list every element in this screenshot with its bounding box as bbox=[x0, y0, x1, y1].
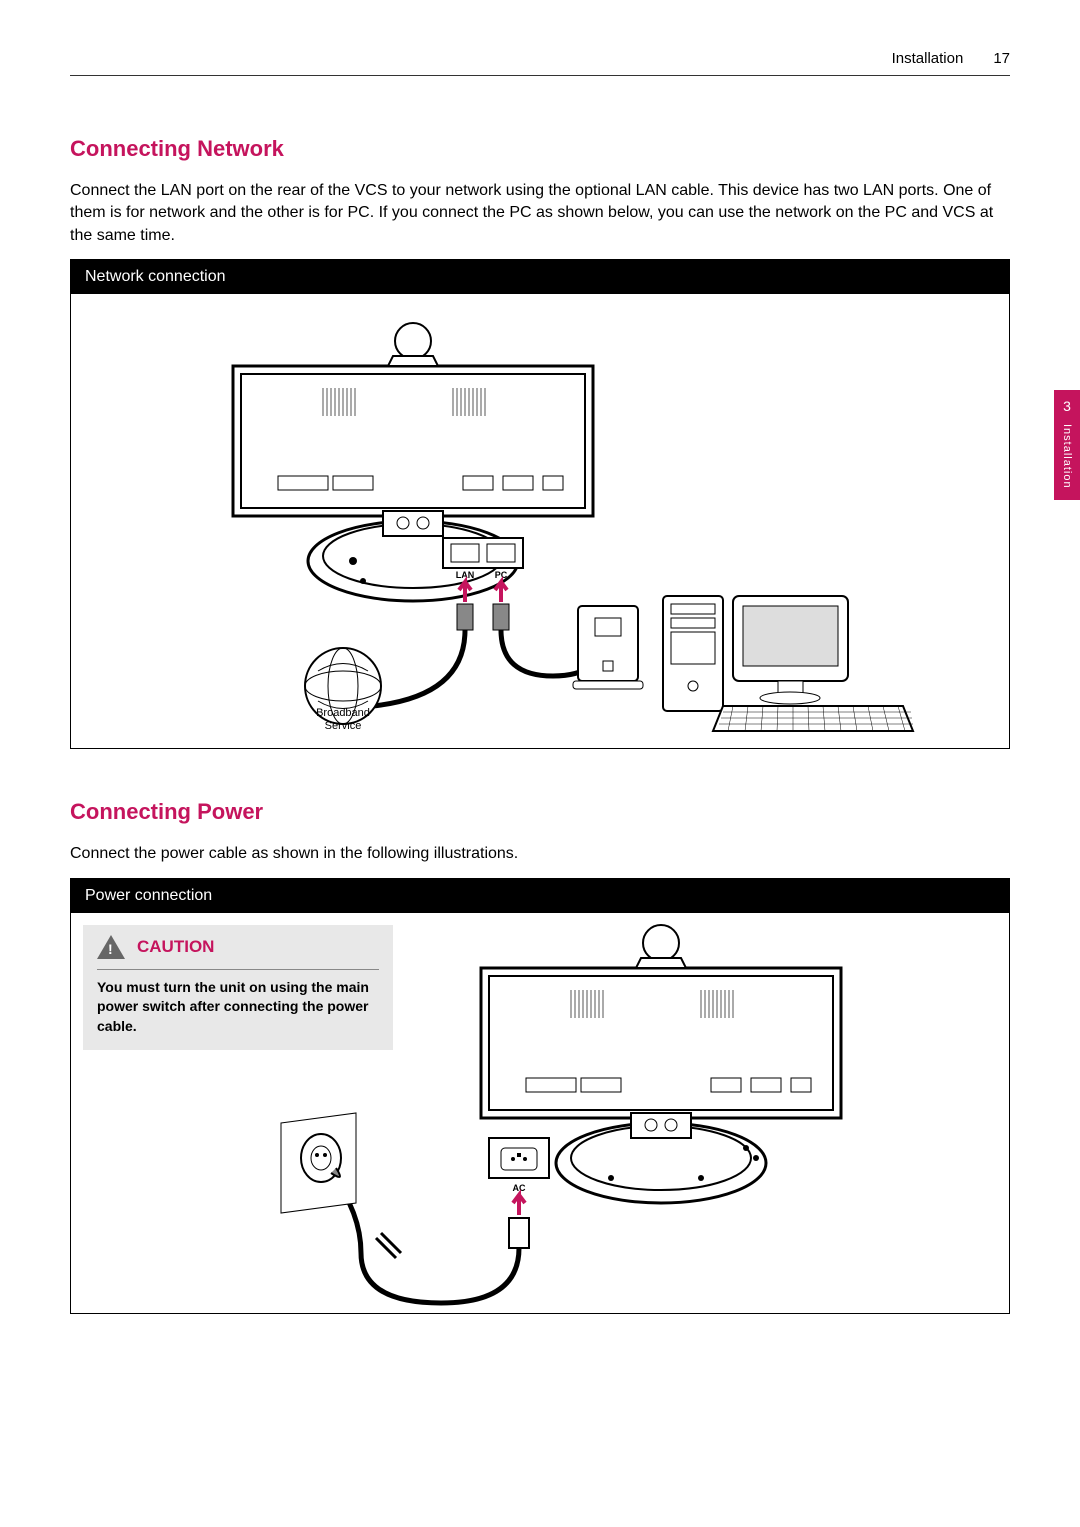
pc-monitor-icon bbox=[733, 596, 848, 704]
header-section: Installation bbox=[892, 50, 964, 67]
power-diagram-content: CAUTION You must turn the unit on using … bbox=[71, 913, 1009, 1313]
connecting-power-heading: Connecting Power bbox=[70, 799, 1010, 825]
network-diagram-content: LAN PC bbox=[71, 294, 1009, 748]
connecting-power-body: Connect the power cable as shown in the … bbox=[70, 843, 1010, 865]
broadband-globe-icon: Broadband Service bbox=[305, 648, 381, 732]
wall-outlet-icon bbox=[281, 1113, 356, 1213]
pc-tower-icon bbox=[663, 596, 723, 711]
side-tab-label: Installation bbox=[1061, 424, 1073, 489]
header-page-number: 17 bbox=[993, 50, 1010, 67]
power-diagram-box: Power connection CAUTION You must turn t… bbox=[70, 878, 1010, 1314]
network-diagram-svg: LAN PC bbox=[83, 306, 983, 736]
side-tab-number: 3 bbox=[1063, 398, 1071, 414]
monitor-icon bbox=[233, 323, 593, 601]
keyboard-icon bbox=[713, 706, 913, 731]
svg-text:Service: Service bbox=[325, 720, 362, 732]
ac-port-icon: AC bbox=[489, 1138, 549, 1215]
network-diagram-title: Network connection bbox=[71, 260, 1009, 294]
svg-text:LAN: LAN bbox=[456, 570, 475, 580]
svg-text:Broadband: Broadband bbox=[316, 707, 370, 719]
page-header: Installation 17 bbox=[70, 50, 1010, 76]
power-cable-icon bbox=[331, 1173, 529, 1303]
connecting-network-heading: Connecting Network bbox=[70, 136, 1010, 162]
network-cables-icon bbox=[373, 604, 603, 706]
side-tab: 3 Installation bbox=[1054, 390, 1080, 500]
router-icon bbox=[573, 606, 643, 689]
power-diagram-title: Power connection bbox=[71, 879, 1009, 913]
connecting-network-body: Connect the LAN port on the rear of the … bbox=[70, 180, 1010, 247]
power-diagram-svg: AC bbox=[81, 923, 981, 1313]
network-diagram-box: Network connection bbox=[70, 259, 1010, 749]
